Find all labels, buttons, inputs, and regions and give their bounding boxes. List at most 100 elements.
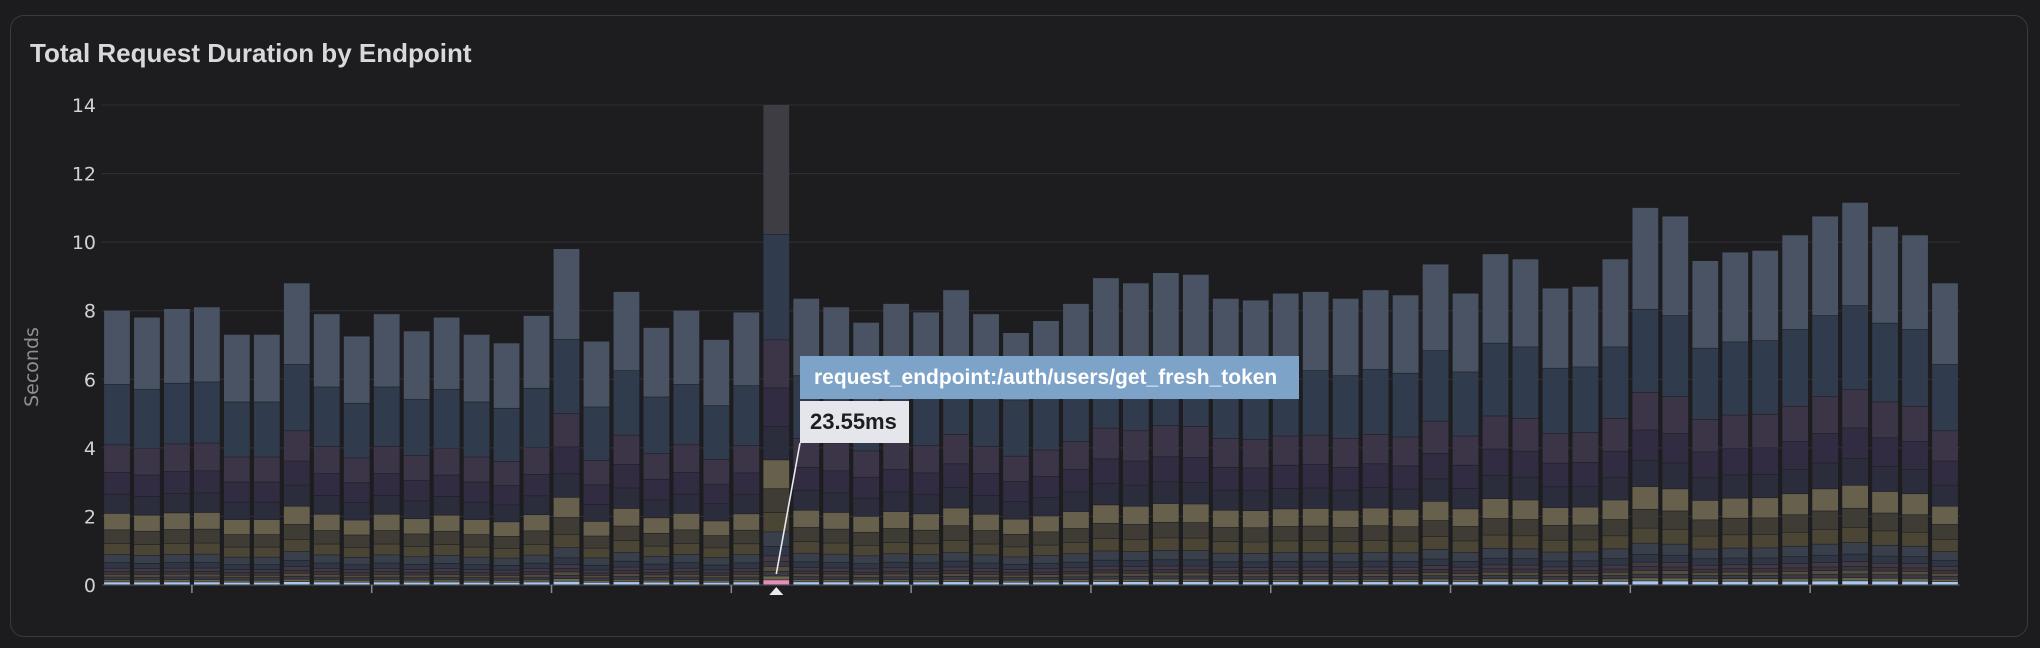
bar-segment[interactable] [703, 484, 730, 504]
bar-segment[interactable] [134, 580, 160, 582]
bar-segment[interactable] [1872, 466, 1898, 492]
bar-segment[interactable] [253, 547, 280, 557]
bar-segment[interactable] [403, 480, 430, 501]
bar-segment[interactable] [1033, 563, 1059, 569]
bar-segment[interactable] [733, 568, 760, 572]
bar-segment[interactable] [1033, 532, 1059, 545]
bar-segment[interactable] [1093, 483, 1119, 505]
bar-segment[interactable] [1842, 485, 1868, 508]
bar-segment[interactable] [1392, 295, 1419, 373]
bar-segment[interactable] [763, 576, 790, 580]
bar-segment[interactable] [1093, 428, 1119, 459]
bar-segment[interactable] [1902, 515, 1928, 532]
bar-segment[interactable] [1812, 567, 1839, 571]
bar-segment[interactable] [733, 580, 760, 582]
bar-segment[interactable] [283, 364, 310, 431]
bar-segment[interactable] [703, 575, 730, 578]
bar-segment[interactable] [673, 582, 700, 585]
bar-segment[interactable] [164, 383, 190, 444]
bar-segment[interactable] [1722, 569, 1749, 572]
bar-segment[interactable] [1632, 460, 1659, 487]
bar-segment[interactable] [523, 582, 550, 585]
bar-segment[interactable] [1692, 520, 1719, 536]
bar-stack[interactable] [703, 339, 730, 585]
bar-stack[interactable] [1722, 252, 1749, 585]
bar-segment[interactable] [493, 522, 520, 537]
bar-segment[interactable] [194, 580, 220, 582]
bar-segment[interactable] [433, 496, 460, 515]
bar-segment[interactable] [1872, 567, 1898, 571]
bar-segment[interactable] [1662, 570, 1689, 575]
bar-segment[interactable] [1902, 532, 1928, 546]
bar-segment[interactable] [1782, 546, 1809, 557]
bar-segment[interactable] [1003, 580, 1029, 582]
bar-segment[interactable] [1722, 572, 1749, 576]
bar-segment[interactable] [1152, 503, 1179, 522]
bar-segment[interactable] [643, 327, 670, 397]
bar-segment[interactable] [1602, 579, 1629, 582]
bar-segment[interactable] [673, 472, 700, 494]
bar-segment[interactable] [1692, 549, 1719, 559]
bar-segment[interactable] [1242, 553, 1269, 562]
bar-segment[interactable] [943, 464, 969, 488]
bar-segment[interactable] [913, 568, 939, 572]
bar-stack[interactable] [253, 334, 280, 585]
bar-segment[interactable] [613, 573, 640, 577]
bar-segment[interactable] [1542, 567, 1569, 571]
bar-segment[interactable] [1662, 216, 1689, 316]
bar-segment[interactable] [1782, 581, 1809, 585]
bar-segment[interactable] [373, 572, 400, 575]
bar-segment[interactable] [1152, 576, 1179, 579]
bar-stack[interactable] [1212, 298, 1239, 585]
bar-segment[interactable] [1003, 572, 1029, 575]
bar-segment[interactable] [283, 560, 310, 567]
bar-segment[interactable] [523, 580, 550, 582]
bar-segment[interactable] [1752, 518, 1779, 535]
bar-segment[interactable] [313, 555, 340, 563]
bar-segment[interactable] [1722, 548, 1749, 558]
bar-segment[interactable] [313, 563, 340, 569]
bar-segment[interactable] [223, 557, 250, 565]
bar-segment[interactable] [1902, 494, 1928, 515]
bar-segment[interactable] [523, 447, 550, 475]
bar-segment[interactable] [1003, 569, 1029, 573]
bar-segment[interactable] [703, 504, 730, 521]
bar-segment[interactable] [373, 563, 400, 569]
bar-segment[interactable] [1332, 574, 1359, 577]
bar-segment[interactable] [373, 555, 400, 563]
bar-segment[interactable] [1003, 557, 1029, 565]
bar-segment[interactable] [1302, 508, 1329, 526]
bar-segment[interactable] [853, 564, 880, 569]
bar-segment[interactable] [1033, 450, 1059, 477]
bar-segment[interactable] [733, 571, 760, 575]
bar-segment[interactable] [1063, 579, 1089, 582]
bar-segment[interactable] [1452, 582, 1479, 585]
bar-segment[interactable] [1212, 582, 1239, 585]
bar-segment[interactable] [1902, 564, 1928, 568]
bar-stack[interactable] [553, 249, 580, 585]
bar-segment[interactable] [104, 554, 130, 563]
bar-segment[interactable] [1482, 416, 1509, 449]
bar-segment[interactable] [253, 457, 280, 482]
bar-segment[interactable] [1033, 572, 1059, 575]
bar-segment[interactable] [1302, 561, 1329, 567]
bar-segment[interactable] [1302, 488, 1329, 509]
bar-segment[interactable] [1093, 566, 1119, 570]
bar-segment[interactable] [1422, 565, 1449, 570]
bar-segment[interactable] [1332, 567, 1359, 571]
bar-segment[interactable] [1242, 574, 1269, 577]
bar-segment[interactable] [1872, 571, 1898, 575]
bar-segment[interactable] [403, 455, 430, 481]
bar-segment[interactable] [913, 555, 939, 563]
bar-segment[interactable] [1932, 485, 1958, 506]
bar-segment[interactable] [1452, 526, 1479, 541]
bar-segment[interactable] [913, 580, 939, 582]
bar-segment[interactable] [523, 577, 550, 580]
bar-segment[interactable] [1932, 431, 1958, 461]
bar-segment[interactable] [1063, 571, 1089, 574]
bar-segment[interactable] [553, 339, 580, 414]
bar-segment[interactable] [703, 570, 730, 573]
bar-segment[interactable] [134, 582, 160, 585]
bar-segment[interactable] [1572, 561, 1599, 567]
bar-segment[interactable] [913, 582, 939, 585]
